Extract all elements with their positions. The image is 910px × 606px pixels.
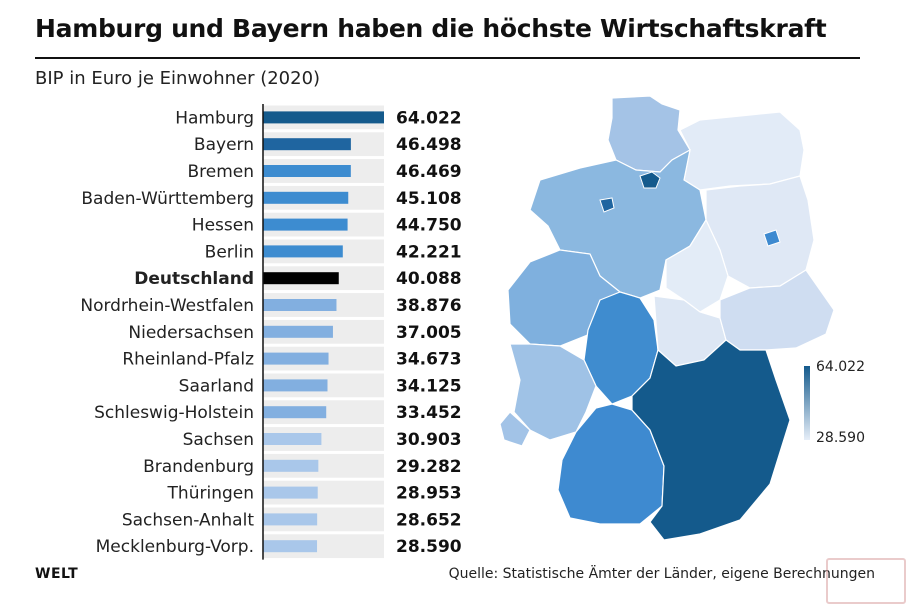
value-label: 40.088 (396, 269, 462, 289)
category-label: Hessen (192, 216, 254, 236)
map-region-saarland (499, 411, 531, 447)
bar-chart: Hamburg 64.022 Bayern 46.498 Bremen 46.469 Bad… (80, 104, 462, 560)
bar (263, 352, 329, 365)
value-label: 28.590 (396, 537, 462, 557)
bar (263, 406, 327, 419)
value-label: 29.282 (396, 457, 462, 477)
category-label: Bayern (194, 135, 254, 155)
bar (263, 272, 339, 285)
value-label: 34.125 (396, 376, 462, 396)
bar (263, 299, 337, 311)
value-label: 45.108 (396, 189, 462, 209)
chart-subtitle: BIP in Euro je Einwohner (2020) (35, 68, 321, 89)
category-label: Bremen (187, 162, 254, 182)
value-label: 28.652 (396, 510, 462, 530)
bar (263, 486, 318, 499)
bar (263, 513, 318, 526)
category-label: Saarland (179, 376, 254, 396)
category-label: Schleswig-Holstein (94, 403, 254, 423)
category-label: Thüringen (167, 484, 254, 504)
bar (263, 433, 322, 445)
bar (263, 540, 318, 553)
value-label: 33.452 (396, 403, 462, 423)
bar (263, 218, 348, 231)
value-label: 37.005 (396, 323, 462, 343)
value-label: 42.221 (396, 242, 462, 262)
map-legend-min-label: 28.590 (816, 430, 865, 446)
watermark-stamp (826, 558, 906, 604)
category-label: Hamburg (175, 108, 254, 128)
value-label: 34.673 (396, 350, 462, 370)
map-region-hamburg (639, 171, 661, 189)
map-region-rheinland-pfalz (509, 343, 597, 441)
map-region-berlin (763, 229, 781, 247)
category-label: Baden-Württemberg (81, 189, 254, 209)
bar (263, 191, 349, 204)
category-label: Berlin (205, 242, 254, 262)
chart-title: Hamburg und Bayern haben die höchste Wir… (35, 14, 827, 43)
value-label: 46.469 (396, 162, 462, 182)
map-legend-gradient (804, 366, 810, 440)
category-label: Sachsen (183, 430, 254, 450)
value-label: 30.903 (396, 430, 462, 450)
bar (263, 245, 343, 258)
bar (263, 379, 328, 392)
category-label: Niedersachsen (128, 323, 254, 343)
source-note: Quelle: Statistische Ämter der Länder, e… (448, 566, 875, 582)
category-label: Brandenburg (143, 457, 254, 477)
category-label: Sachsen-Anhalt (122, 510, 254, 530)
value-label: 64.022 (396, 108, 462, 128)
bar (263, 165, 351, 177)
category-label: Nordrhein-Westfalen (80, 296, 254, 316)
category-label: Mecklenburg-Vorp. (96, 537, 254, 557)
bar (263, 111, 384, 124)
value-label: 28.953 (396, 484, 462, 504)
category-label: Deutschland (134, 269, 254, 289)
germany-map (499, 95, 835, 541)
map-region-mecklenburg-vorpommern (679, 111, 805, 191)
bar (263, 325, 333, 338)
value-label: 44.750 (396, 216, 462, 236)
category-label: Rheinland-Pfalz (122, 350, 254, 370)
publisher-logo: WELT (35, 566, 79, 582)
map-legend-max-label: 64.022 (816, 359, 865, 375)
map-region-sachsen-anhalt (665, 218, 729, 313)
value-label: 46.498 (396, 135, 462, 155)
title-rule (35, 57, 860, 59)
map-region-bremen (599, 197, 615, 213)
value-label: 38.876 (396, 296, 462, 316)
map-region-bayern (631, 339, 791, 541)
bar (263, 138, 351, 151)
bar (263, 459, 319, 472)
